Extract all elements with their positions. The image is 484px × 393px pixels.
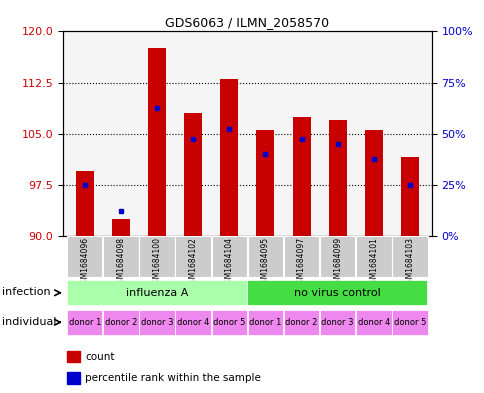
FancyBboxPatch shape [211,236,246,277]
Text: donor 3: donor 3 [140,318,173,327]
Text: GSM1684103: GSM1684103 [405,237,414,288]
FancyBboxPatch shape [355,310,391,334]
FancyBboxPatch shape [211,310,246,334]
Text: donor 4: donor 4 [177,318,209,327]
FancyBboxPatch shape [139,236,174,277]
FancyBboxPatch shape [319,236,355,277]
Text: individual: individual [2,317,57,327]
FancyBboxPatch shape [67,236,102,277]
FancyBboxPatch shape [139,310,174,334]
Text: donor 1: donor 1 [249,318,281,327]
Text: GSM1684095: GSM1684095 [260,237,270,288]
Text: influenza A: influenza A [125,288,188,298]
FancyBboxPatch shape [283,310,318,334]
Text: GSM1684100: GSM1684100 [152,237,161,288]
Bar [112,219,130,236]
Bar [67,351,79,362]
Title: GDS6063 / ILMN_2058570: GDS6063 / ILMN_2058570 [165,16,329,29]
FancyBboxPatch shape [247,236,283,277]
Bar [67,372,79,384]
FancyBboxPatch shape [67,310,102,334]
FancyBboxPatch shape [175,310,211,334]
Text: GSM1684104: GSM1684104 [224,237,233,288]
Text: GSM1684102: GSM1684102 [188,237,197,288]
FancyBboxPatch shape [283,236,318,277]
FancyBboxPatch shape [247,310,283,334]
Bar [364,130,382,236]
Bar [400,158,418,236]
FancyBboxPatch shape [392,236,427,277]
Text: count: count [85,351,114,362]
Text: GSM1684098: GSM1684098 [116,237,125,288]
Text: donor 5: donor 5 [212,318,245,327]
Bar [76,171,93,236]
Text: percentile rank within the sample: percentile rank within the sample [85,373,260,383]
Bar [292,117,310,236]
FancyBboxPatch shape [392,310,427,334]
Bar [184,113,202,236]
Text: GSM1684096: GSM1684096 [80,237,89,288]
FancyBboxPatch shape [103,236,138,277]
Text: donor 4: donor 4 [357,318,389,327]
FancyBboxPatch shape [66,281,246,305]
Text: donor 5: donor 5 [393,318,425,327]
FancyBboxPatch shape [175,236,211,277]
Text: GSM1684099: GSM1684099 [333,237,342,288]
FancyBboxPatch shape [319,310,355,334]
Text: donor 3: donor 3 [321,318,353,327]
FancyBboxPatch shape [103,310,138,334]
FancyBboxPatch shape [247,281,426,305]
FancyBboxPatch shape [355,236,391,277]
Text: infection: infection [2,287,51,298]
Bar [220,79,238,236]
Text: no virus control: no virus control [294,288,380,298]
Text: donor 1: donor 1 [68,318,101,327]
Text: donor 2: donor 2 [105,318,137,327]
Bar [256,130,274,236]
Text: GSM1684101: GSM1684101 [369,237,378,288]
Text: GSM1684097: GSM1684097 [296,237,305,288]
Bar [148,48,166,236]
Bar [328,120,346,236]
Text: donor 2: donor 2 [285,318,317,327]
